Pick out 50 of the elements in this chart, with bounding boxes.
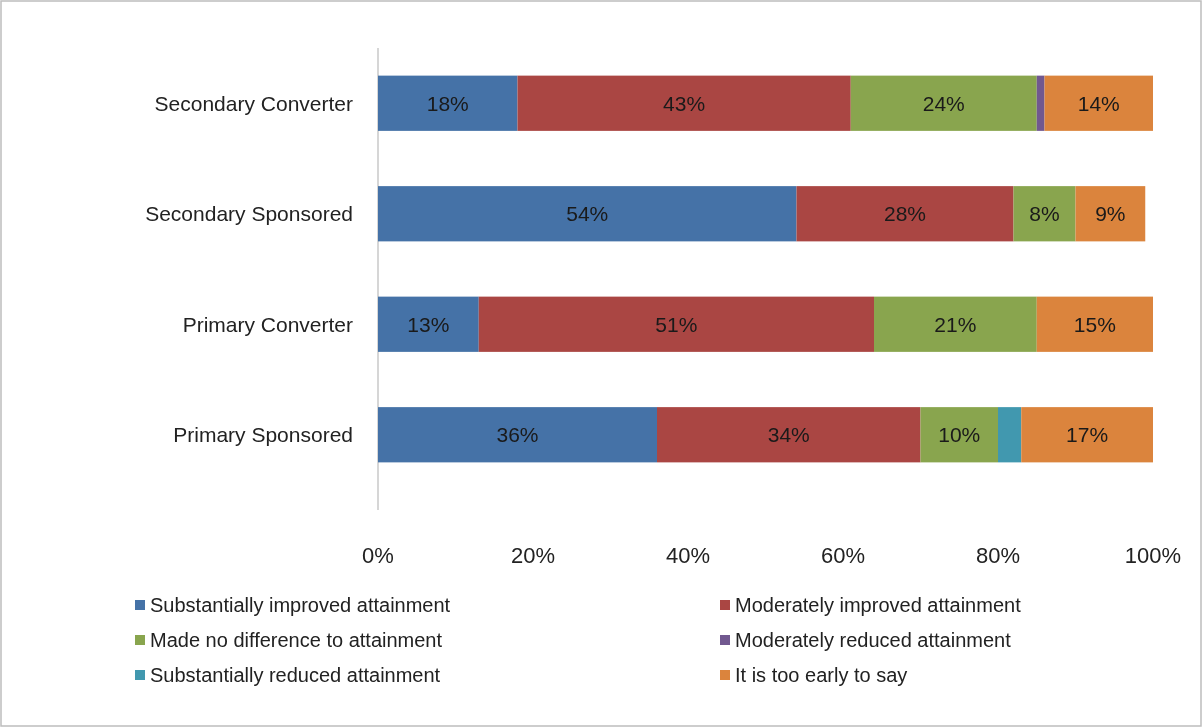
bar <box>517 75 851 131</box>
bar <box>796 186 1014 242</box>
legend-label: Substantially reduced attainment <box>150 664 441 686</box>
data-label: 28% <box>883 202 927 226</box>
bar <box>920 407 998 463</box>
x-tick-label: 0% <box>362 542 394 568</box>
data-label: 34% <box>767 423 810 447</box>
data-label: 24% <box>922 91 965 115</box>
data-label: 14% <box>1077 91 1120 115</box>
x-tick-label: 100% <box>1124 542 1182 568</box>
legend-label: It is too early to say <box>735 664 908 686</box>
bar <box>378 296 479 352</box>
y-tick-label: Primary Sponsored <box>173 423 353 447</box>
bar <box>1036 75 1045 131</box>
bar <box>998 407 1022 463</box>
x-tick-label: 40% <box>665 542 711 568</box>
y-tick-label: Primary Converter <box>182 312 353 336</box>
x-tick-label: 20% <box>510 542 556 568</box>
x-tick-label: 60% <box>820 542 866 568</box>
data-label: 18% <box>426 91 469 115</box>
data-label: 17% <box>1066 423 1109 447</box>
bar <box>478 296 874 352</box>
bar <box>657 407 921 463</box>
data-label: 51% <box>655 312 698 336</box>
data-label: 8% <box>1029 202 1060 226</box>
data-label: 21% <box>934 312 977 336</box>
bar <box>1044 75 1153 131</box>
x-tick-label: 80% <box>975 542 1021 568</box>
bar <box>378 186 797 242</box>
data-label: 43% <box>663 91 706 115</box>
y-tick-label: Secondary Converter <box>154 91 353 115</box>
bar <box>1075 186 1146 242</box>
bar <box>850 75 1037 131</box>
data-label: 9% <box>1095 202 1126 226</box>
bar <box>1021 407 1153 463</box>
bar <box>378 75 518 131</box>
bar <box>1013 186 1076 242</box>
bar <box>1036 296 1153 352</box>
data-label: 54% <box>566 202 609 226</box>
legend-label: Moderately reduced attainment <box>735 629 1012 651</box>
bar <box>378 407 657 463</box>
y-tick-label: Secondary Sponsored <box>145 202 353 226</box>
data-label: 15% <box>1073 312 1116 336</box>
data-label: 13% <box>407 312 450 336</box>
data-label: 36% <box>496 423 539 447</box>
data-label: 10% <box>938 423 981 447</box>
bar <box>874 296 1037 352</box>
legend-label: Made no difference to attainment <box>150 629 443 651</box>
legend-label: Substantially improved attainment <box>150 594 451 616</box>
legend-label: Moderately improved attainment <box>735 594 1022 616</box>
